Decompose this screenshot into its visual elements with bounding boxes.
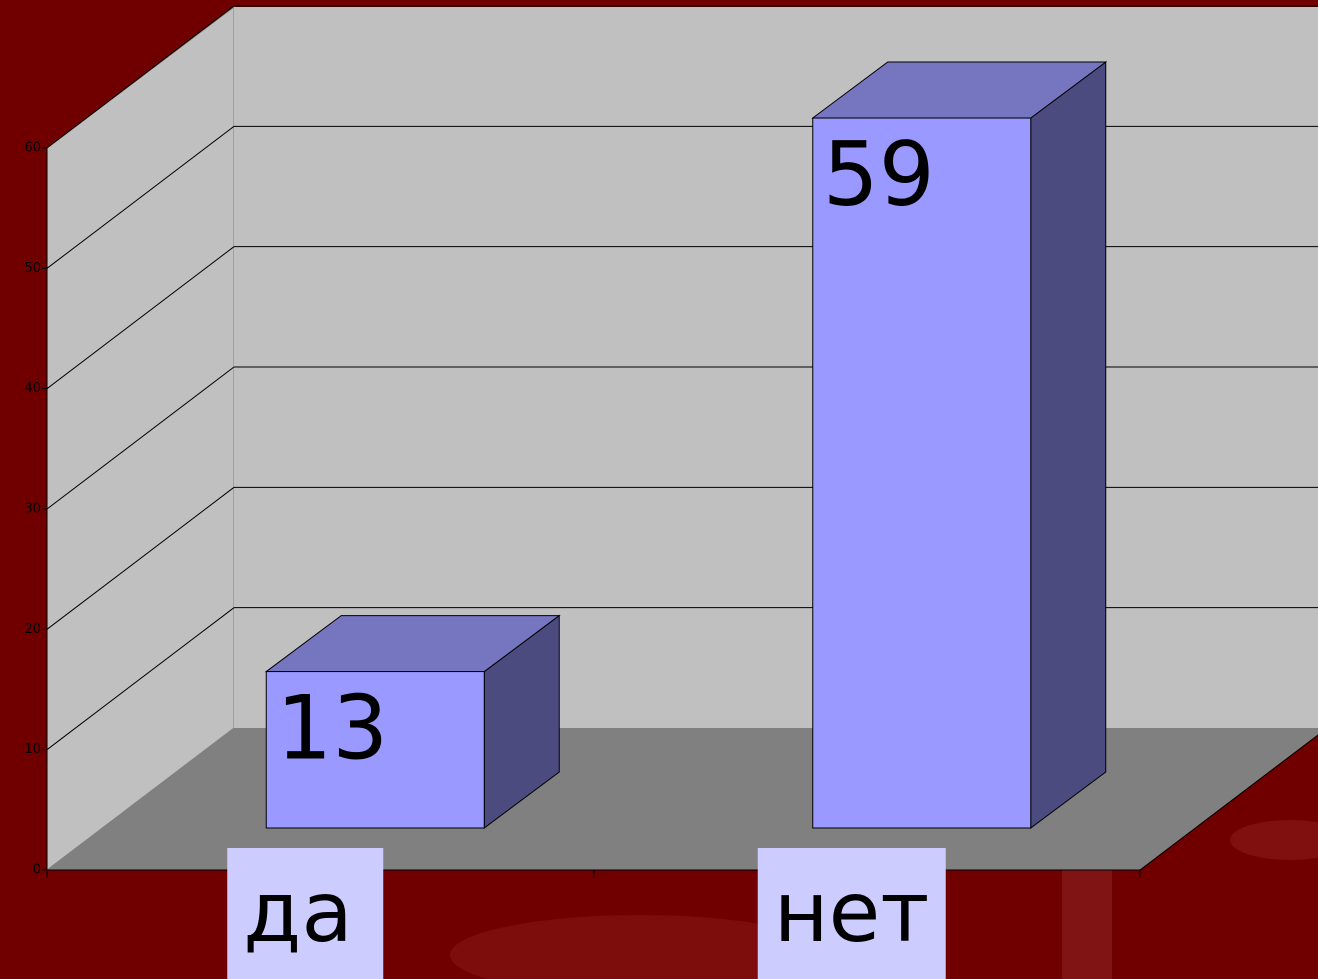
category-label-box — [757, 848, 946, 979]
y-tick-label: 10 — [24, 742, 41, 757]
y-tick-label: 50 — [24, 261, 41, 276]
data-label: 59 — [823, 123, 935, 226]
x-tick-label: да — [243, 863, 353, 961]
grid-line — [46, 366, 235, 510]
grid-line — [46, 246, 235, 390]
grid-line — [46, 5, 235, 149]
x-tick-label: нет — [774, 863, 930, 961]
y-tick-label: 30 — [24, 502, 41, 517]
decoration — [450, 915, 830, 979]
decoration — [1062, 870, 1112, 979]
grid-line — [46, 607, 235, 751]
grid-line — [46, 486, 235, 630]
decoration — [1230, 820, 1318, 860]
grid-line — [46, 125, 235, 269]
bar — [812, 117, 1032, 829]
y-tick-label: 40 — [24, 381, 41, 396]
data-label: 13 — [276, 676, 388, 779]
y-tick-label: 20 — [24, 622, 41, 637]
bar-side — [1030, 61, 1107, 829]
floor-edge — [1139, 734, 1318, 871]
category-label-box — [227, 848, 384, 979]
bar — [265, 671, 485, 829]
y-tick-label: 60 — [24, 141, 41, 156]
y-tick-label: 0 — [33, 863, 41, 878]
